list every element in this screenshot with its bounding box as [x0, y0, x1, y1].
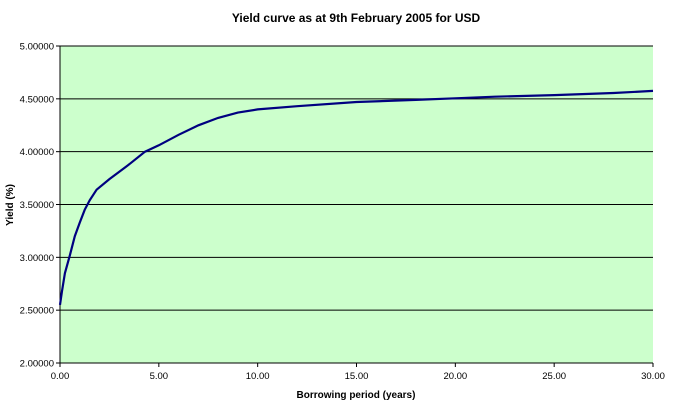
x-tick-label: 10.00: [246, 371, 270, 382]
chart-title: Yield curve as at 9th February 2005 for …: [232, 11, 481, 25]
y-tick-label: 2.50000: [20, 306, 54, 317]
x-tick-label: 20.00: [443, 371, 467, 382]
x-tick-label: 30.00: [641, 371, 665, 382]
x-tick-label: 25.00: [542, 371, 566, 382]
y-tick-label: 3.00000: [20, 253, 54, 264]
x-tick-label: 0.00: [51, 371, 70, 382]
y-tick-label: 3.50000: [20, 200, 54, 211]
y-tick-label: 2.00000: [20, 359, 54, 370]
y-tick-label: 4.50000: [20, 94, 54, 105]
y-tick-label: 4.00000: [20, 147, 54, 158]
x-tick-label: 5.00: [150, 371, 169, 382]
yield-series-line: [58, 89, 654, 306]
y-axis-label: Yield (%): [5, 184, 16, 226]
x-axis-label: Borrowing period (years): [297, 390, 416, 401]
x-tick-label: 15.00: [345, 371, 369, 382]
y-tick-label: 5.00000: [20, 42, 54, 53]
